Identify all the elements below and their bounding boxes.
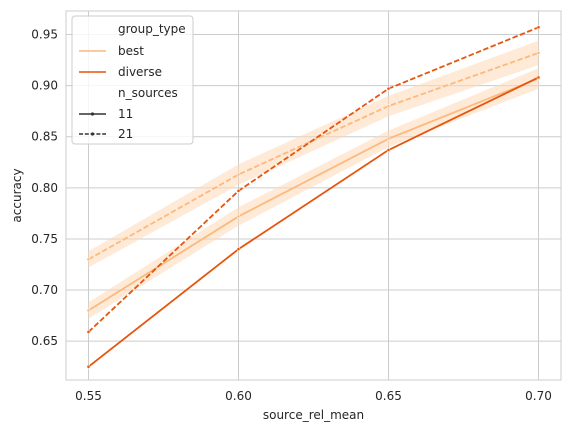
data-point-diverse-11 (236, 247, 241, 252)
x-axis-label: source_rel_mean (263, 408, 364, 422)
legend-21-marker (90, 132, 95, 136)
x-tick-label: 0.60 (225, 389, 252, 403)
ci-band-best-21 (88, 40, 539, 268)
legend-11-label: 11 (118, 107, 133, 121)
legend-style-title: n_sources (118, 86, 178, 100)
series-line-diverse-21 (87, 26, 539, 333)
y-tick-label: 0.85 (31, 130, 58, 144)
x-tick-label: 0.55 (75, 389, 102, 403)
data-point-best-21 (86, 257, 91, 262)
legend-best-label: best (118, 44, 144, 58)
data-point-diverse-21 (536, 25, 541, 30)
data-point-diverse-11 (86, 364, 91, 369)
legend-21-label: 21 (118, 127, 133, 141)
series-line-best-11 (88, 77, 539, 312)
y-tick-label: 0.95 (31, 28, 58, 42)
y-axis-label: accuracy (10, 168, 24, 222)
y-tick-labels: 0.65 0.70 0.75 0.80 0.85 0.90 0.95 (31, 28, 58, 349)
data-point-best-21 (236, 172, 241, 177)
y-tick-label: 0.80 (31, 181, 58, 195)
y-tick-label: 0.75 (31, 232, 58, 246)
series-lines (86, 25, 541, 369)
legend-11-marker (90, 112, 95, 116)
data-point-best-11 (236, 214, 241, 219)
legend-box (71, 15, 194, 145)
x-tick-label: 0.65 (375, 389, 402, 403)
data-point-diverse-21 (236, 189, 241, 193)
data-point-best-11 (86, 308, 91, 313)
legend: group_type best diverse n_sources 11 21 (71, 15, 194, 145)
ci-band-best-11 (88, 68, 539, 319)
confidence-bands (88, 40, 539, 319)
data-point-best-21 (536, 51, 541, 55)
data-point-diverse-11 (536, 75, 541, 80)
data-point-diverse-11 (386, 148, 391, 152)
data-point-diverse-21 (86, 330, 91, 334)
data-point-best-21 (386, 104, 391, 108)
legend-diverse-label: diverse (118, 65, 162, 79)
x-tick-labels: 0.55 0.60 0.65 0.70 (75, 389, 552, 403)
y-tick-label: 0.90 (31, 79, 58, 93)
legend-hue-title: group_type (118, 22, 186, 36)
series-line-diverse-11 (87, 76, 539, 368)
plot-frame (65, 10, 562, 381)
y-tick-label: 0.70 (31, 283, 58, 297)
data-point-diverse-21 (386, 86, 391, 91)
data-point-best-11 (386, 136, 391, 141)
y-tick-label: 0.65 (31, 334, 58, 348)
x-tick-label: 0.70 (525, 389, 552, 403)
